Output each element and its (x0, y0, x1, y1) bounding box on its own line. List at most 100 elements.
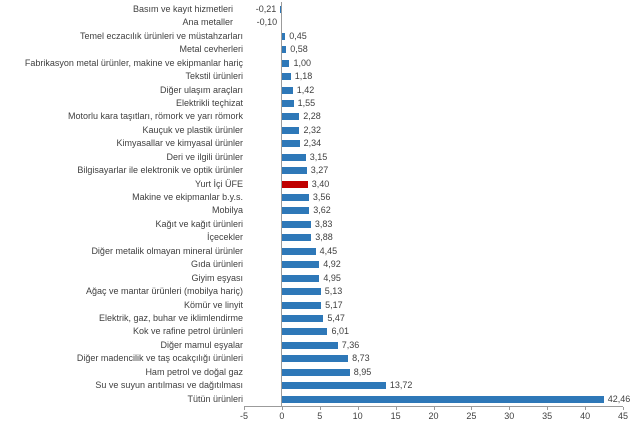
category-label: Temel eczacılık ürünleri ve müstahzarlar… (79, 30, 243, 41)
x-axis-tick-label: 45 (617, 411, 628, 421)
bar (281, 368, 350, 376)
highlight-bar (281, 180, 308, 188)
bar (281, 140, 300, 148)
bar (281, 395, 604, 403)
chart-row: Tütün ürünleri 42,46 (0, 393, 641, 407)
category-label: Fabrikasyon metal ürünler, makine ve eki… (24, 57, 243, 68)
x-axis-tick-label: 30 (504, 411, 515, 421)
x-axis-tick-label: 25 (466, 411, 477, 421)
bar (281, 32, 286, 40)
bar (281, 261, 320, 269)
bar (281, 100, 294, 107)
x-axis-tick-label: -5 (239, 411, 248, 421)
chart-row: Metal cevherleri 0,58 (0, 43, 641, 57)
bar (281, 314, 324, 322)
value-label: 3,83 (314, 218, 333, 229)
bar (281, 328, 328, 336)
value-label: 3,27 (310, 165, 329, 176)
value-label: 6,01 (331, 326, 350, 337)
bar (281, 153, 306, 161)
x-axis-tick-mark (547, 407, 549, 410)
x-axis-line (244, 406, 623, 407)
chart-row: Diğer ulaşım araçları 1,42 (0, 84, 641, 98)
value-label: 3,15 (309, 151, 328, 162)
bar (281, 113, 300, 121)
chart-row: Bilgisayarlar ile elektronik ve optik ür… (0, 164, 641, 178)
value-label: 3,56 (312, 192, 331, 202)
bar (281, 355, 349, 363)
chart-row: Motorlu kara taşıtları, römork ve yarı r… (0, 110, 641, 124)
category-label: Ham petrol ve doğal gaz (145, 366, 243, 377)
chart-row: Kimyasallar ve kimyasal ürünler 2,34 (0, 137, 641, 151)
bar (281, 301, 322, 309)
category-label: Basım ve kayıt hizmetleri (132, 4, 233, 14)
category-label: Diğer metalik olmayan mineral ürünler (91, 245, 243, 256)
value-label: 7,36 (341, 339, 360, 350)
bar (281, 341, 338, 349)
value-label: 2,28 (303, 111, 321, 122)
bar (281, 46, 287, 54)
category-label: Ağaç ve mantar ürünleri (mobilya hariç) (85, 286, 243, 296)
x-axis-tick-label: 15 (390, 411, 401, 421)
category-label: Kömür ve linyit (183, 299, 243, 310)
value-label: 5,47 (327, 312, 345, 323)
chart-row: Kauçuk ve plastik ürünler 2,32 (0, 124, 641, 138)
bar (281, 73, 291, 81)
value-label: 1,55 (297, 98, 316, 108)
category-label: Bilgisayarlar ile elektronik ve optik ür… (77, 165, 243, 176)
chart-row: Ağaç ve mantar ürünleri (mobilya hariç) 5… (0, 285, 641, 299)
category-label: Kimyasallar ve kimyasal ürünler (116, 138, 243, 149)
chart-row: Su ve suyun arıtılması ve dağıtılması 13,… (0, 379, 641, 393)
chart-row: Mobilya 3,62 (0, 204, 641, 218)
category-label: Kağıt ve kağıt ürünleri (155, 218, 243, 229)
category-label: Tekstil ürünleri (185, 71, 243, 82)
value-label: 3,88 (315, 232, 333, 243)
chart-row: Giyim eşyası 4,95 (0, 272, 641, 286)
chart-row: Deri ve ilgili ürünler 3,15 (0, 151, 641, 165)
x-axis-tick-mark (281, 407, 283, 410)
category-label: Diğer mamul eşyalar (160, 339, 243, 350)
value-label: 1,00 (293, 57, 312, 68)
category-label: Elektrikli teçhizat (175, 98, 243, 108)
chart-row: Tekstil ürünleri 1,18 (0, 70, 641, 84)
value-label: 4,45 (319, 245, 338, 256)
x-axis-tick-label: 40 (580, 411, 591, 421)
bar (281, 234, 312, 242)
value-label: 42,46 (607, 393, 631, 404)
x-axis-tick-mark (244, 407, 245, 410)
value-label: -0,21 (255, 4, 277, 14)
x-axis-tick-mark (395, 407, 397, 410)
chart-row: Kok ve rafine petrol ürünleri 6,01 (0, 325, 641, 339)
category-label: Metal cevherleri (179, 44, 243, 55)
x-axis-tick-label: 35 (542, 411, 553, 421)
value-label: 8,73 (352, 353, 370, 364)
chart-row: Kömür ve linyit 5,17 (0, 299, 641, 313)
value-label: 4,92 (323, 259, 341, 270)
bar (281, 126, 300, 134)
value-label: 0,58 (290, 44, 308, 55)
x-axis-tick-mark (319, 407, 321, 410)
value-label: 1,18 (294, 71, 313, 82)
value-label: 13,72 (389, 380, 413, 390)
category-label: Yurt İçi ÜFE (194, 178, 243, 189)
category-label: Kauçuk ve plastik ürünler (142, 124, 243, 135)
category-label: Elektrik, gaz, buhar ve iklimlendirme (98, 312, 243, 323)
value-label: 4,95 (323, 272, 341, 283)
chart-row: İçecekler 3,88 (0, 231, 641, 245)
bar (281, 247, 316, 255)
chart-row: Diğer madencilik ve taş ocakçılığı ürünl… (0, 352, 641, 366)
value-label: -0,10 (256, 17, 278, 28)
chart-row: Kağıt ve kağıt ürünleri 3,83 (0, 218, 641, 232)
x-axis-tick-mark (585, 407, 587, 410)
chart-row: Gıda ürünleri 4,92 (0, 258, 641, 272)
category-label: Makine ve ekipmanlar b.y.s. (132, 192, 243, 202)
value-label: 0,45 (289, 30, 307, 41)
bar (281, 194, 309, 201)
bar (281, 288, 321, 295)
chart-row: Ham petrol ve doğal gaz 8,95 (0, 366, 641, 380)
chart-row: Makine ve ekipmanlar b.y.s. 3,56 (0, 191, 641, 205)
category-label: Tütün ürünleri (187, 393, 243, 404)
chart-row: Elektrik, gaz, buhar ve iklimlendirme 5,4… (0, 312, 641, 326)
category-label: Mobilya (211, 205, 243, 216)
bar (281, 274, 320, 282)
